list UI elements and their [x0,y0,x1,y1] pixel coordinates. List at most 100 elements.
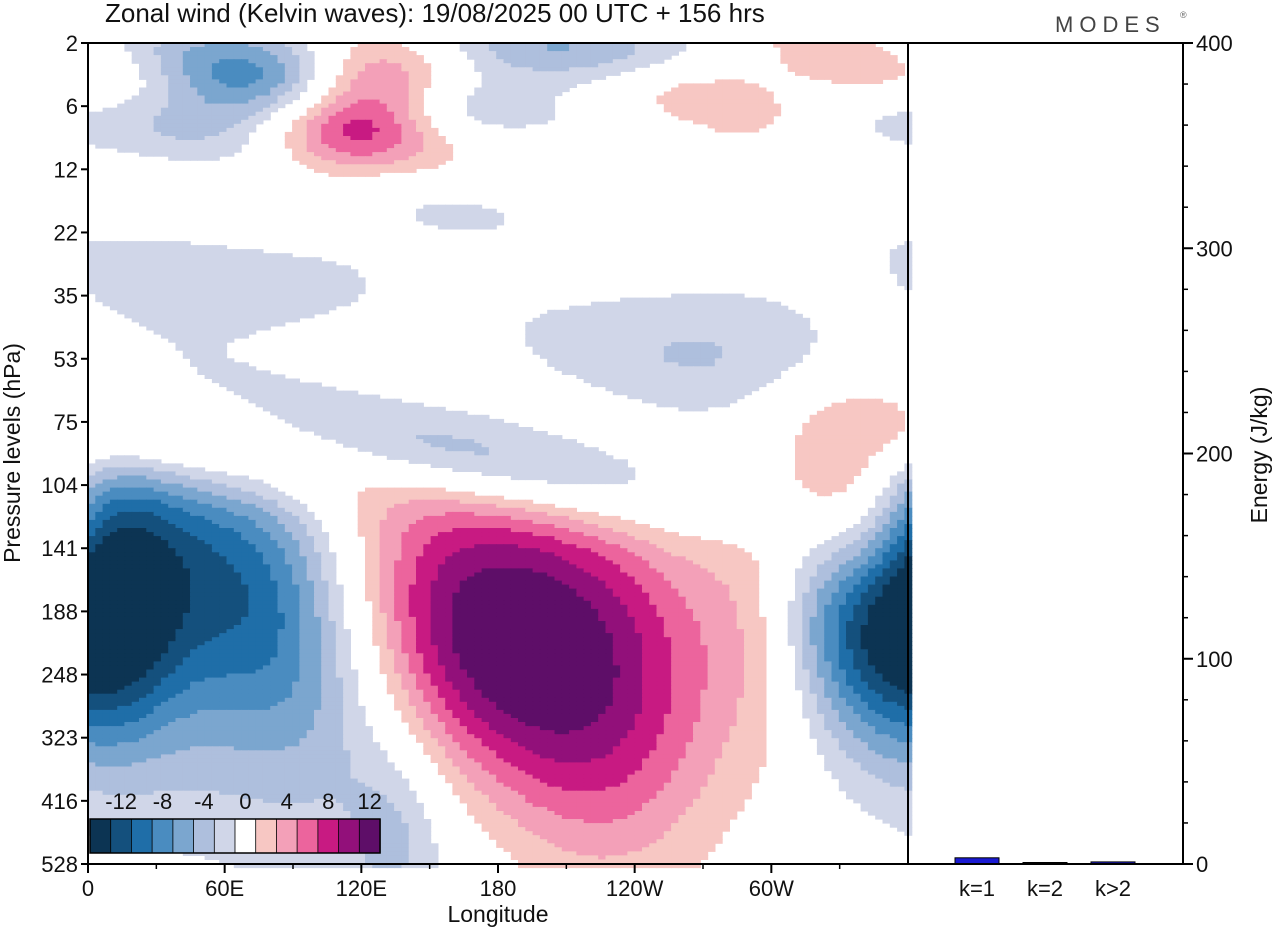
heatmap-cell [175,491,184,497]
heatmap-cell [554,321,563,327]
heatmap-cell [175,71,184,76]
heatmap-cell [700,402,709,408]
heatmap-cell [561,51,570,56]
heatmap-cell [532,43,541,48]
heatmap-cell [525,325,534,331]
heatmap-cell [831,43,840,48]
heatmap-cell [678,346,687,351]
heatmap-cell [693,342,701,347]
heatmap-cell [365,79,373,84]
heatmap-cell [700,99,709,105]
heatmap-cell [328,87,337,93]
heatmap-cell [95,483,104,489]
heatmap-cell [102,111,111,117]
heatmap-cell [226,127,235,133]
heatmap-cell [299,305,308,311]
heatmap-cell [88,511,96,517]
heatmap-cell [416,507,424,513]
heatmap-cell [824,63,833,68]
heatmap-cell [678,354,687,359]
heatmap-cell [663,334,672,339]
heatmap-cell [226,366,235,371]
heatmap-cell [379,55,388,60]
heatmap-cell [241,305,249,311]
heatmap-cell [182,471,191,476]
heatmap-cell [547,55,556,60]
heatmap-cell [321,168,330,173]
heatmap-cell [262,111,271,117]
heatmap-cell [882,410,891,416]
heatmap-cell [299,422,308,428]
heatmap-cell [430,160,439,165]
heatmap-cell [707,305,716,311]
heatmap-cell [437,507,446,513]
heatmap-cell [182,293,191,299]
heatmap-cell [408,83,417,88]
heatmap-cell [430,136,439,141]
heatmap-cell [241,273,249,278]
heatmap-cell [838,71,847,76]
heatmap-cell [226,107,235,113]
heatmap-cell [656,321,665,327]
heatmap-cell [561,451,570,456]
heatmap-cell [612,334,621,339]
heatmap-cell [131,245,140,250]
heatmap-cell [722,127,730,133]
heatmap-cell [722,297,730,303]
heatmap-cell [590,301,599,307]
heatmap-cell [787,321,796,327]
heatmap-cell [569,479,577,485]
heatmap-cell [758,334,767,339]
heatmap-cell [182,277,191,282]
heatmap-cell [102,285,111,291]
heatmap-cell [139,467,147,472]
heatmap-cell [190,313,198,319]
heatmap-cell [262,289,271,295]
heatmap-cell [809,479,818,485]
heatmap-cell [219,95,228,101]
heatmap-cell [190,281,198,287]
heatmap-cell [88,285,96,291]
heatmap-cell [408,63,417,68]
heatmap-cell [321,406,330,412]
heatmap-cell [190,148,198,153]
heatmap-cell [131,144,140,149]
heatmap-cell [146,103,155,109]
heatmap-cell [430,144,439,149]
heatmap-cell [889,507,898,513]
heatmap-cell [197,59,206,64]
heatmap-cell [583,67,592,72]
heatmap-cell [722,99,730,105]
heatmap-cell [386,491,395,497]
heatmap-cell [117,119,126,125]
heatmap-cell [299,152,308,157]
heatmap-cell [204,297,213,303]
heatmap-cell [182,281,191,287]
heatmap-cell [248,115,257,121]
heatmap-cell [561,67,570,72]
heatmap-cell [197,148,206,153]
heatmap-cell [197,370,206,375]
heatmap-cell [175,273,184,278]
heatmap-cell [386,95,395,101]
heatmap-cell [117,475,126,481]
heatmap-cell [241,386,249,392]
heatmap-cell [226,305,235,311]
heatmap-cell [401,79,410,84]
heatmap-cell [262,43,271,48]
heatmap-cell [824,418,833,424]
heatmap-cell [576,354,585,359]
heatmap-cell [488,208,497,214]
heatmap-cell [401,47,410,52]
heatmap-cell [729,301,738,307]
heatmap-cell [204,59,213,64]
heatmap-cell [379,51,388,56]
heatmap-cell [182,51,191,56]
heatmap-cell [365,152,373,157]
heatmap-cell [722,107,730,113]
heatmap-cell [430,204,439,210]
heatmap-cell [875,402,884,408]
heatmap-cell [481,216,490,222]
heatmap-cell [561,87,570,93]
heatmap-cell [598,358,607,363]
